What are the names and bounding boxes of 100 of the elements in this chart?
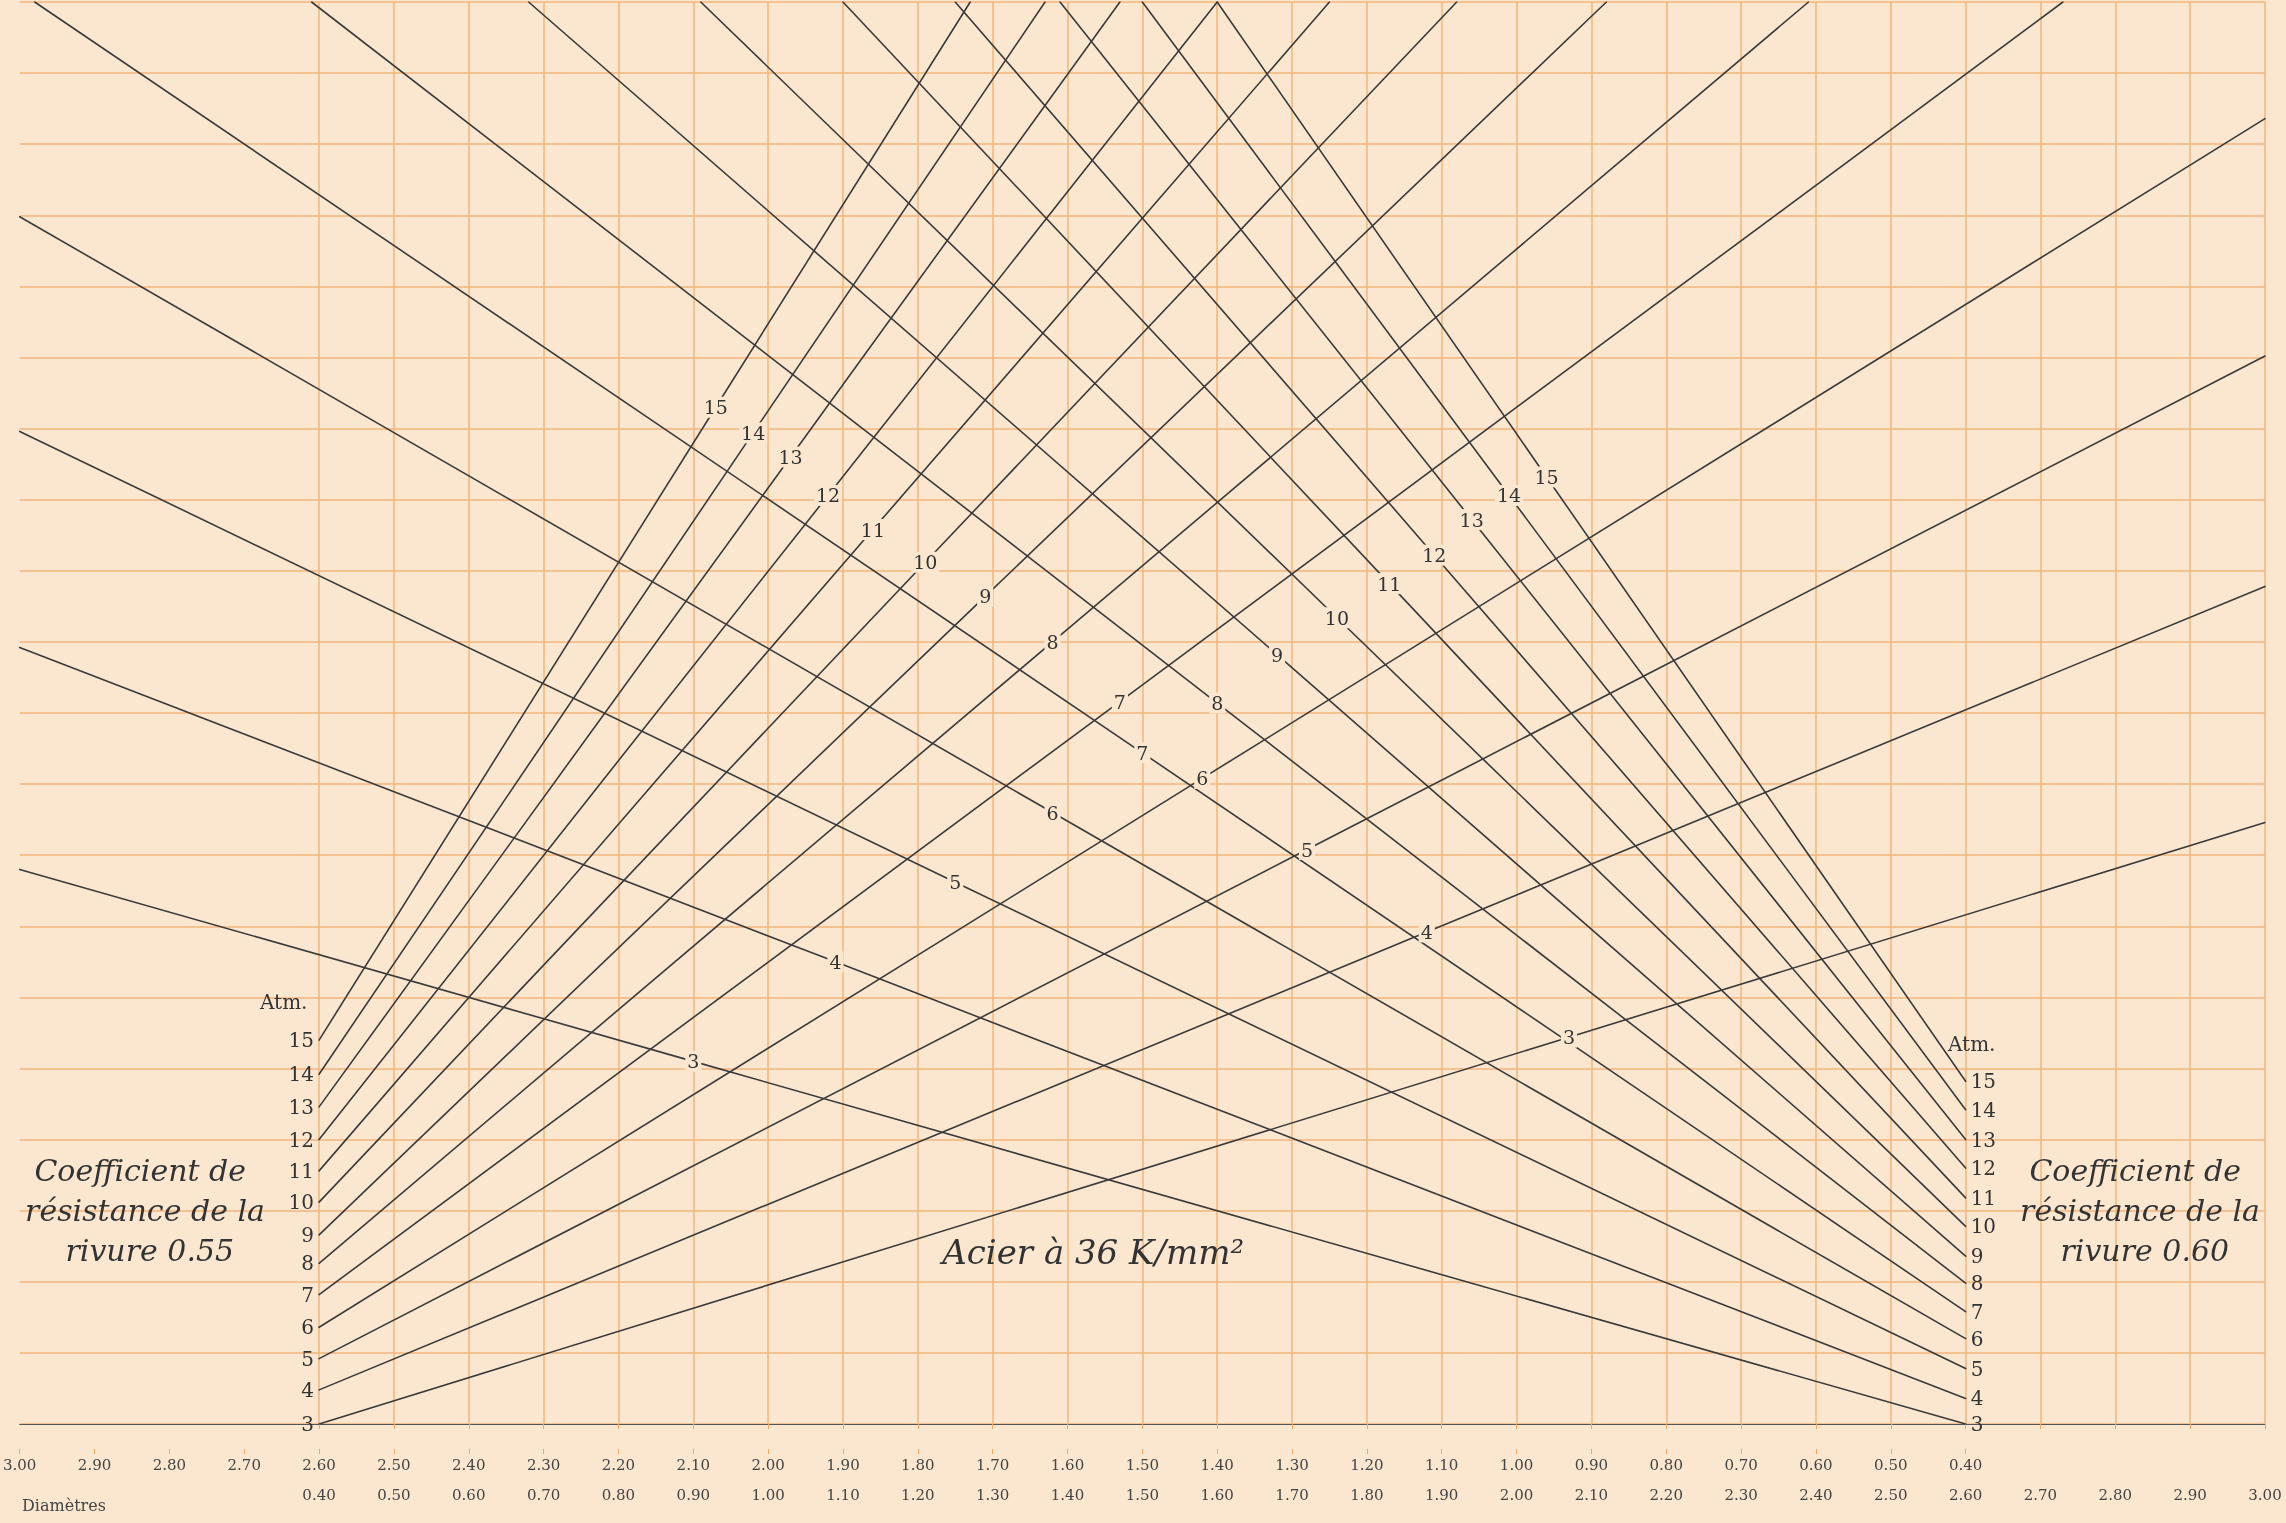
series-label: 11 (860, 518, 886, 541)
series-label: 14 (1496, 484, 1522, 507)
text: 9 (301, 1222, 315, 1247)
x2-tick-label: 2.70 (227, 1455, 261, 1474)
series-label: 7 (1113, 690, 1126, 713)
x2-tick-label: 2.50 (377, 1455, 411, 1474)
x-tick-label: 2.10 (1574, 1485, 1609, 1504)
x2-tick-label: 1.00 (1499, 1455, 1534, 1474)
text: 7 (1970, 1299, 1984, 1324)
x2-tick-label: 1.90 (826, 1455, 860, 1474)
x-tick-label: 2.60 (1948, 1485, 1983, 1504)
text: 14 (288, 1062, 315, 1087)
series-label: 8 (1211, 692, 1224, 715)
x2-tick-label: 2.90 (77, 1455, 112, 1474)
text: 12 (1970, 1156, 1997, 1181)
text: 4 (301, 1377, 315, 1402)
series-label: 4 (829, 950, 842, 973)
series-label: 3 (1562, 1026, 1575, 1049)
x-tick-label: 1.20 (901, 1485, 935, 1504)
x2-tick-label: 1.20 (1350, 1455, 1384, 1474)
x-tick-label: 1.90 (1425, 1485, 1459, 1504)
text: 13 (288, 1094, 315, 1119)
text: 6 (1970, 1326, 1984, 1351)
series-label: 9 (979, 585, 992, 608)
text: 14 (1970, 1097, 1997, 1122)
series-label: 6 (1196, 767, 1209, 790)
x2-tick-label: 1.10 (1425, 1455, 1459, 1474)
x-tick-label: 1.00 (751, 1485, 785, 1504)
x-tick-label: 1.40 (1050, 1485, 1085, 1504)
series-label: 9 (1271, 643, 1284, 666)
text: 15 (288, 1028, 315, 1053)
x-tick-label: 0.80 (601, 1485, 636, 1504)
x2-tick-label: 0.60 (1799, 1455, 1833, 1474)
x2-tick-label: 2.20 (601, 1455, 636, 1474)
x-tick-label: 2.80 (2098, 1485, 2133, 1504)
x-tick-label: 2.00 (1499, 1485, 1534, 1504)
x2-tick-label: 3.00 (3, 1455, 37, 1474)
series-label: 15 (1534, 465, 1559, 488)
x-tick-label: 0.60 (452, 1485, 486, 1504)
text: 8 (1970, 1271, 1984, 1296)
series-label: 5 (949, 871, 962, 894)
series-label: 8 (1046, 630, 1059, 653)
text: 10 (1970, 1214, 1997, 1239)
x-tick-label: 2.70 (2023, 1485, 2058, 1504)
x2-tick-label: 1.40 (1200, 1455, 1234, 1474)
series-label: 14 (741, 421, 766, 444)
x-tick-label: 2.50 (1874, 1485, 1908, 1504)
x2-tick-label: 2.10 (676, 1455, 710, 1474)
x-axis-title: Diamètres (22, 1495, 106, 1515)
text: Acier à 36 K/mm² (939, 1232, 1245, 1272)
text: 15 (1970, 1069, 1997, 1094)
x2-tick-label: 2.60 (302, 1455, 336, 1474)
text: 8 (301, 1251, 315, 1276)
x-tick-label: 1.10 (826, 1485, 860, 1504)
text: 7 (301, 1282, 315, 1307)
x2-tick-label: 1.80 (901, 1455, 935, 1474)
x2-tick-label: 1.50 (1125, 1455, 1160, 1474)
text: 6 (301, 1315, 315, 1340)
series-label: 12 (815, 484, 841, 507)
x2-tick-label: 2.40 (452, 1455, 486, 1474)
x2-tick-label: 2.00 (751, 1455, 785, 1474)
text: 11 (288, 1158, 315, 1183)
x-tick-label: 2.40 (1799, 1485, 1833, 1504)
series-label: 7 (1136, 741, 1149, 764)
x-tick-label: 1.50 (1125, 1485, 1160, 1504)
x2-tick-label: 2.80 (152, 1455, 187, 1474)
x2-tick-label: 0.40 (1948, 1455, 1983, 1474)
annotation: Atm. (1947, 1032, 1996, 1056)
text: 5 (301, 1346, 315, 1371)
x-tick-label: 0.90 (676, 1485, 710, 1504)
x-tick-label: 1.60 (1200, 1485, 1234, 1504)
x-tick-label: 0.40 (302, 1485, 336, 1504)
text: 13 (1970, 1127, 1997, 1152)
text: 11 (1970, 1185, 1997, 1210)
x-tick-label: 0.70 (526, 1485, 561, 1504)
text: 5 (1970, 1356, 1984, 1381)
x-tick-label: 2.20 (1649, 1485, 1683, 1504)
text: 4 (1970, 1386, 1984, 1411)
x-tick-label: 1.30 (975, 1485, 1010, 1504)
annotation: Coefficient de résistance de la rivure 0.60 (2020, 1152, 2260, 1268)
annotation: Coefficient de résistance de la rivure 0.55 (25, 1152, 265, 1268)
x-tick-label: 1.80 (1350, 1485, 1384, 1504)
x-tick-label: 2.90 (2173, 1485, 2207, 1504)
series-label: 13 (778, 446, 803, 469)
series-label: 6 (1046, 801, 1059, 824)
x2-tick-label: 1.60 (1050, 1455, 1085, 1474)
x2-tick-label: 0.80 (1649, 1455, 1683, 1474)
text: 9 (1970, 1244, 1984, 1269)
series-label: 5 (1300, 838, 1314, 861)
x2-tick-label: 2.30 (526, 1455, 561, 1474)
annotation: Atm. (259, 990, 308, 1014)
x2-tick-label: 0.50 (1874, 1455, 1908, 1474)
series-label: 15 (703, 396, 728, 419)
series-label: 10 (913, 551, 938, 574)
series-label: 4 (1420, 920, 1433, 943)
text: 10 (288, 1190, 315, 1215)
x2-tick-label: 1.30 (1275, 1455, 1309, 1474)
x-tick-label: 0.50 (377, 1485, 411, 1504)
x2-tick-label: 0.70 (1724, 1455, 1758, 1474)
x2-tick-label: 0.90 (1574, 1455, 1609, 1474)
